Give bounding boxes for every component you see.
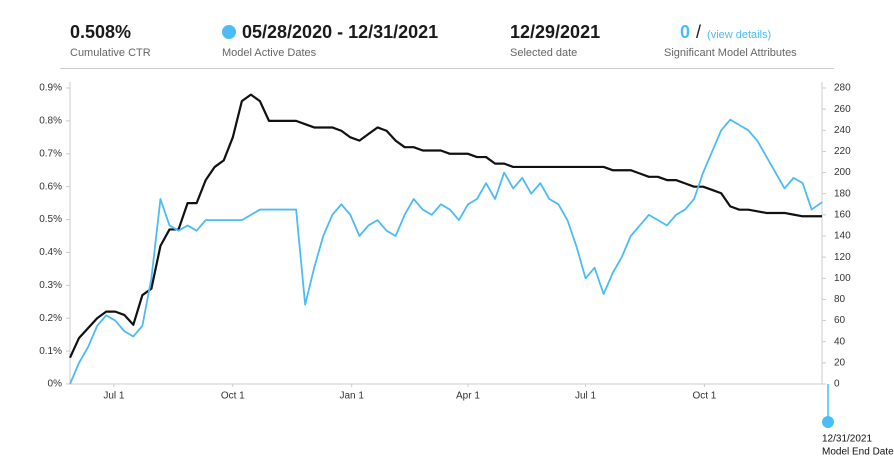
- y-tick-label: 0.2%: [39, 313, 62, 324]
- y2-tick-label: 100: [834, 273, 851, 284]
- attributes-stat: 0/ (view details) Significant Model Attri…: [664, 20, 797, 59]
- y-tick-label: 0.5%: [39, 214, 62, 225]
- selected-value: 12/29/2021: [510, 22, 601, 42]
- y2-tick-label: 260: [834, 104, 851, 115]
- x-tick-label: Jul 1: [575, 391, 597, 402]
- y-tick-label: 0%: [48, 379, 63, 390]
- y2-tick-label: 180: [834, 188, 851, 199]
- series-line: [68, 93, 822, 359]
- end-marker-label: Model End Date: [822, 447, 894, 458]
- ctr-label: Cumulative CTR: [70, 47, 151, 59]
- y2-tick-label: 140: [834, 231, 851, 242]
- ctr-stat: 0.508% Cumulative CTR: [70, 20, 151, 59]
- x-tick-label: Oct 1: [692, 391, 716, 402]
- y-tick-label: 0.7%: [39, 148, 62, 159]
- attributes-value: 0: [680, 22, 691, 42]
- divider: [60, 68, 834, 69]
- view-details-link[interactable]: (view details): [707, 29, 772, 41]
- y2-tick-label: 80: [834, 294, 846, 305]
- x-tick-label: Apr 1: [456, 391, 480, 402]
- x-tick-label: Jan 1: [339, 391, 364, 402]
- y-tick-label: 0.1%: [39, 346, 62, 357]
- end-marker-date: 12/31/2021: [822, 434, 872, 445]
- x-tick-label: Oct 1: [221, 391, 245, 402]
- y-tick-label: 0.4%: [39, 247, 62, 258]
- y2-tick-label: 60: [834, 315, 846, 326]
- dates-value: 05/28/2020 - 12/31/2021: [242, 22, 439, 42]
- attributes-label: Significant Model Attributes: [664, 47, 797, 59]
- selected-stat: 12/29/2021 Selected date: [510, 20, 600, 59]
- y2-tick-label: 200: [834, 167, 851, 178]
- y2-tick-label: 220: [834, 146, 851, 157]
- y2-tick-label: 40: [834, 336, 846, 347]
- y2-tick-label: 0: [834, 379, 840, 390]
- x-tick-label: Jul 1: [103, 391, 125, 402]
- y-tick-label: 0.3%: [39, 280, 62, 291]
- y2-tick-label: 240: [834, 125, 851, 136]
- dates-dot: [222, 25, 236, 39]
- y2-tick-label: 120: [834, 252, 851, 263]
- y-tick-label: 0.6%: [39, 181, 62, 192]
- series-line: [69, 118, 823, 385]
- dates-label: Model Active Dates: [222, 47, 317, 59]
- dates-stat: 05/28/2020 - 12/31/2021 Model Active Dat…: [222, 20, 438, 59]
- attributes-slash: /: [696, 22, 702, 42]
- end-marker-dot: [822, 416, 834, 428]
- y2-tick-label: 160: [834, 209, 851, 220]
- selected-label: Selected date: [510, 47, 578, 59]
- y2-tick-label: 20: [834, 357, 846, 368]
- y2-tick-label: 280: [834, 83, 851, 94]
- ctr-value: 0.508%: [70, 22, 132, 42]
- y-tick-label: 0.9%: [39, 83, 62, 94]
- y-tick-label: 0.8%: [39, 116, 62, 127]
